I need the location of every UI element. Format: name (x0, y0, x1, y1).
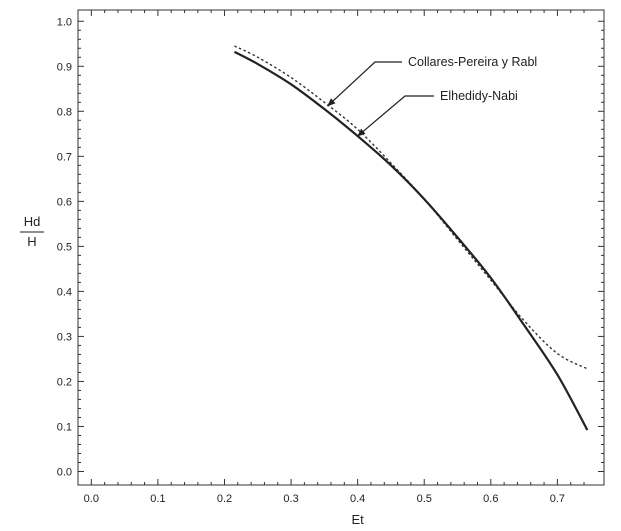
series-line-0 (234, 45, 588, 370)
y-tick-label: 0.3 (57, 331, 72, 343)
annotations: Collares-Pereira y Rabl Elhedidy-Nabi (327, 55, 537, 137)
y-tick-label: 0.8 (57, 106, 72, 118)
y-axis-label-top: Hd (24, 214, 41, 229)
x-tick-label: 0.1 (150, 493, 165, 505)
annotation-label: Elhedidy-Nabi (440, 89, 518, 103)
x-tick-label: 0.7 (550, 493, 565, 505)
y-tick-label: 0.1 (57, 421, 72, 433)
y-tick-label: 0.6 (57, 196, 72, 208)
annotation-arrow (327, 61, 402, 107)
series-layer (233, 45, 589, 431)
plot-frame (77, 9, 605, 486)
y-tick-label: 0.0 (57, 466, 72, 478)
axis-labels: Hd H Et (20, 214, 364, 527)
series-line-1 (233, 50, 589, 431)
annotation-arrow (357, 95, 434, 137)
x-tick-label: 0.0 (84, 493, 99, 505)
x-axis-label: Et (351, 512, 364, 527)
x-tick-label: 0.5 (417, 493, 432, 505)
x-tick-label: 0.6 (483, 493, 498, 505)
y-tick-label: 0.2 (57, 376, 72, 388)
x-tick-label: 0.2 (217, 493, 232, 505)
y-tick-label: 0.9 (57, 61, 72, 73)
x-tick-label: 0.3 (283, 493, 298, 505)
y-tick-label: 0.5 (57, 241, 72, 253)
axis-ticks: 0.0 0.1 0.2 0.3 0.4 0.5 0.6 0.7 0.0 0.1 0.2 0.3 0.4 0… (57, 10, 604, 505)
y-tick-label: 0.7 (57, 151, 72, 163)
annotation-label: Collares-Pereira y Rabl (408, 55, 537, 69)
y-tick-label: 1.0 (57, 16, 72, 28)
y-tick-label: 0.4 (57, 286, 72, 298)
x-tick-label: 0.4 (350, 493, 365, 505)
y-axis-label-bottom: H (27, 234, 36, 249)
